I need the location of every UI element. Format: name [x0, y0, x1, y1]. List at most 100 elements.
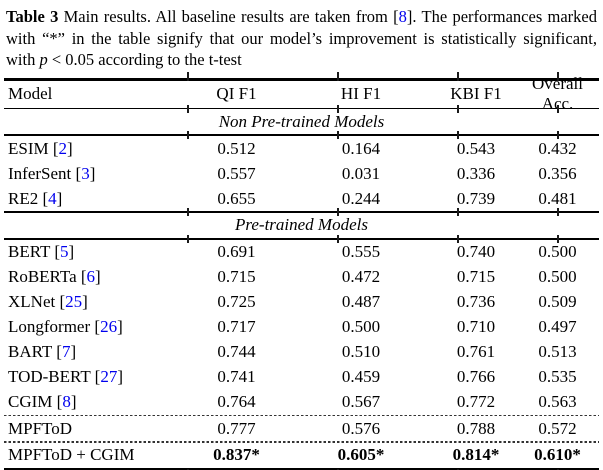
table-header-row: Model QI F1 HI F1 KBI F1 Overall Acc.	[4, 74, 599, 113]
model-name-cell: InferSent [3]	[4, 164, 187, 184]
table-row: RoBERTa [6] 0.715 0.472 0.715 0.500	[4, 265, 599, 290]
citation-link[interactable]: 8	[62, 392, 71, 412]
column-divider-tick	[457, 234, 459, 243]
column-divider-tick	[557, 234, 559, 243]
value-cell: 0.741	[217, 367, 256, 387]
model-name-cell: Longformer [26]	[4, 317, 187, 337]
citation-bracket: [	[55, 292, 66, 312]
citation-link[interactable]: 7	[61, 342, 71, 362]
model-name-cell: BART [7]	[4, 342, 187, 362]
column-header: KBI F1	[450, 84, 502, 103]
value-cell: 0.510	[341, 342, 381, 362]
value-cell: 0.715	[217, 267, 256, 287]
column-divider-tick	[457, 208, 459, 217]
value-cell: 0.837*	[213, 445, 260, 465]
table-row: CGIM [8] 0.764 0.567 0.772 0.563	[4, 390, 599, 415]
citation-link[interactable]: 4	[48, 188, 57, 208]
citation-bracket: ]	[117, 367, 124, 387]
citation-bracket: ]	[117, 317, 123, 337]
model-name: ESIM	[8, 138, 49, 158]
model-name: MPFToD + CGIM	[8, 445, 135, 465]
value-cell: 0.576	[341, 418, 381, 438]
table-row: MPFToD + CGIM 0.837* 0.605* 0.814* 0.610*	[4, 443, 599, 468]
section-header: Pre-trained Models	[235, 215, 368, 235]
value-cell: 0.500	[341, 317, 381, 337]
table-row: XLNet [25] 0.725 0.487 0.736 0.509	[4, 290, 599, 315]
value-cell: 0.481	[538, 188, 577, 208]
model-name: BERT	[8, 242, 51, 262]
citation-bracket: [	[71, 163, 82, 183]
column-divider-tick	[557, 208, 559, 217]
column-divider-tick	[187, 104, 189, 113]
column-divider-tick	[557, 131, 559, 140]
value-cell: 0.031	[341, 163, 381, 183]
column-divider-tick	[557, 468, 559, 470]
value-cell: 0.740	[456, 242, 496, 262]
value-cell: 0.567	[341, 392, 381, 412]
model-name: RoBERTa	[8, 267, 77, 287]
citation-link[interactable]: 27	[100, 367, 118, 387]
value-cell: 0.543	[456, 138, 496, 158]
citation-link[interactable]: 25	[65, 292, 83, 312]
citation-bracket: ]	[70, 392, 77, 412]
value-cell: 0.459	[341, 367, 381, 387]
citation-link[interactable]: 3	[81, 163, 90, 183]
model-name-cell: ESIM [2]	[4, 139, 187, 159]
value-cell: 0.336	[456, 163, 496, 183]
value-cell: 0.500	[538, 242, 577, 262]
value-cell: 0.655	[217, 188, 256, 208]
column-divider-tick	[337, 131, 339, 140]
value-cell: 0.772	[456, 392, 496, 412]
value-cell: 0.744	[217, 342, 256, 362]
value-cell: 0.777	[217, 418, 256, 438]
table-row: RE2 [4] 0.655 0.244 0.739 0.481	[4, 186, 599, 211]
value-cell: 0.764	[217, 392, 256, 412]
citation-link[interactable]: 5	[60, 242, 69, 262]
table-row: ESIM [2] 0.512 0.164 0.543 0.432	[4, 136, 599, 161]
citation-bracket: ]	[56, 188, 63, 208]
citation-bracket: [	[52, 342, 62, 362]
citation-bracket: [	[38, 188, 49, 208]
model-name: Longformer	[8, 317, 91, 337]
column-header: Model	[8, 84, 53, 103]
table-row: MPFToD 0.777 0.576 0.788 0.572	[4, 416, 599, 441]
value-cell: 0.472	[341, 267, 381, 287]
caption-segment: Main results. All baseline results are t…	[58, 7, 399, 26]
column-divider-tick	[337, 104, 339, 113]
column-divider-tick	[187, 468, 189, 470]
value-cell: 0.244	[341, 188, 381, 208]
value-cell: 0.164	[341, 138, 381, 158]
citation-link[interactable]: 6	[86, 267, 96, 287]
column-divider-tick	[187, 208, 189, 217]
value-cell: 0.500	[538, 267, 577, 287]
model-name: BART	[8, 342, 53, 362]
citation-link[interactable]: 26	[100, 317, 118, 337]
citation-bracket: [	[90, 317, 101, 337]
value-cell: 0.605*	[337, 445, 385, 465]
citation-link[interactable]: 8	[398, 7, 407, 26]
model-name: TOD-BERT	[8, 367, 91, 387]
column-divider-tick	[337, 468, 339, 470]
value-cell: 0.766	[456, 367, 496, 387]
value-cell: 0.761	[456, 342, 496, 362]
citation-bracket: [	[90, 367, 101, 387]
citation-bracket: ]	[89, 163, 96, 183]
value-cell: 0.814*	[452, 445, 500, 465]
model-name: MPFToD	[8, 418, 72, 438]
table-rule	[4, 104, 599, 113]
column-divider-tick	[337, 208, 339, 217]
table-row: Longformer [26] 0.717 0.500 0.710 0.497	[4, 315, 599, 340]
table-row: BART [7] 0.744 0.510 0.761 0.513	[4, 340, 599, 365]
value-cell: 0.509	[538, 292, 577, 312]
value-cell: 0.487	[341, 292, 381, 312]
caption-text: Main results. All baseline results are t…	[6, 7, 597, 69]
citation-link[interactable]: 2	[58, 138, 68, 158]
value-cell: 0.788	[456, 418, 496, 438]
model-name: RE2	[8, 188, 39, 208]
value-cell: 0.356	[538, 163, 577, 183]
value-cell: 0.497	[538, 317, 577, 337]
model-name-cell: RoBERTa [6]	[4, 267, 187, 287]
model-name-cell: CGIM [8]	[4, 392, 187, 412]
caption-segment: < 0.05 according to the t-test	[47, 50, 242, 69]
citation-bracket: [	[52, 392, 63, 412]
